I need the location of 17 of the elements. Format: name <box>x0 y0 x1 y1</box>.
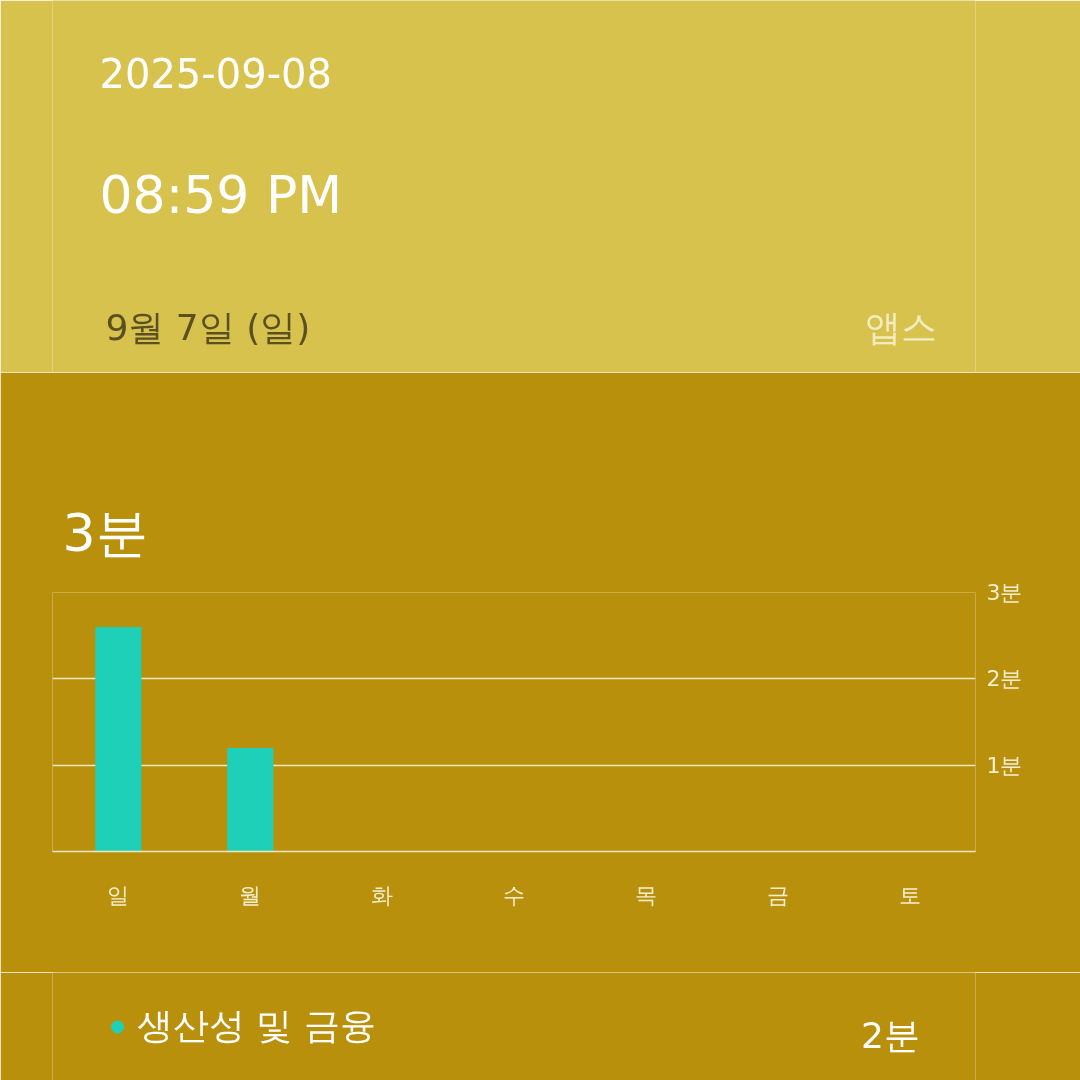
text: 2025-09-08 <box>99 50 332 97</box>
x-tick-label: 수 <box>503 882 525 908</box>
text: 08:59 PM <box>99 164 343 225</box>
x-tick-label: 일 <box>107 882 130 908</box>
x-tick-label: 토 <box>898 882 921 908</box>
x-tick-label: 월 <box>239 882 262 908</box>
x-tick-label: 금 <box>766 882 789 908</box>
text: 9월 7일 (일) <box>105 307 311 348</box>
y-tick-label: 2분 <box>986 666 1023 692</box>
x-tick-label: 화 <box>371 882 394 908</box>
y-tick-label: 1분 <box>986 752 1023 778</box>
y-tick-label: 3분 <box>986 580 1023 605</box>
x-tick-label: 목 <box>634 882 657 908</box>
legend-label: 생산성 및 금융 <box>137 1003 376 1048</box>
text: 앱스 <box>865 307 938 348</box>
text: 2분 <box>861 1015 920 1056</box>
chart-title: 3분 <box>62 502 148 563</box>
